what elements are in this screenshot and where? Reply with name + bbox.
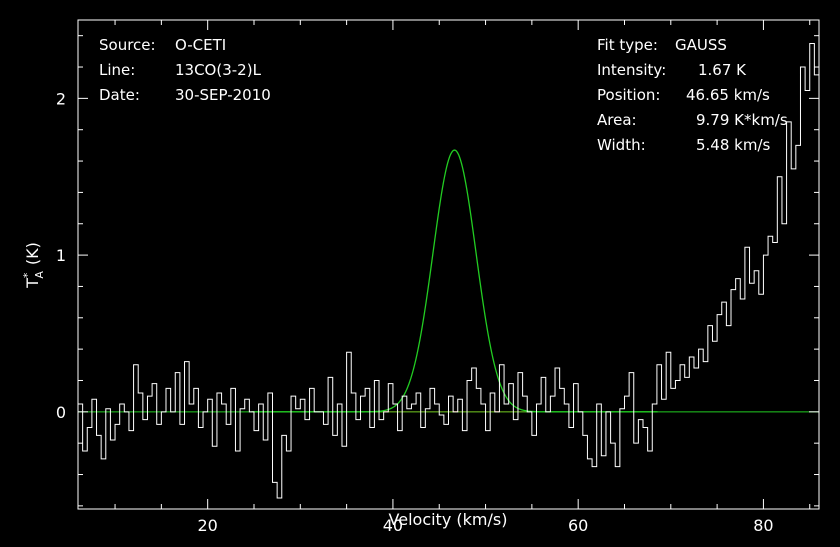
y-axis-label-text: T*A (K) bbox=[21, 242, 46, 289]
y-tick-label: 0 bbox=[56, 403, 66, 422]
source-value: O-CETI bbox=[175, 36, 226, 54]
y-axis-label-subscript: A bbox=[33, 271, 46, 279]
y-axis-label-unit: (K) bbox=[23, 242, 42, 265]
width-label: Width: bbox=[597, 136, 646, 154]
y-axis-label: T*A (K) bbox=[21, 242, 46, 289]
plot-frame bbox=[77, 19, 820, 510]
position-label: Position: bbox=[597, 86, 660, 104]
x-tick-label: 60 bbox=[568, 516, 588, 535]
fit-type-label: Fit type: bbox=[597, 36, 658, 54]
tick-labels: 20 40 60 80 0 1 2 bbox=[56, 89, 774, 535]
x-tick-label: 80 bbox=[753, 516, 773, 535]
intensity-label: Intensity: bbox=[597, 61, 666, 79]
area-value: 9.79 K*km/s bbox=[696, 111, 788, 129]
date-value: 30-SEP-2010 bbox=[175, 86, 271, 104]
tick-marks bbox=[78, 20, 819, 509]
y-axis-label-superscript: * bbox=[21, 272, 34, 278]
info-left: Source: O-CETI Line: 13CO(3-2)L Date: 30… bbox=[99, 36, 271, 104]
width-value: 5.48 km/s bbox=[696, 136, 771, 154]
fit-type-value: GAUSS bbox=[675, 36, 727, 54]
position-value: 46.65 km/s bbox=[686, 86, 770, 104]
source-label: Source: bbox=[99, 36, 156, 54]
y-tick-label: 1 bbox=[56, 246, 66, 265]
y-tick-label: 2 bbox=[56, 89, 66, 108]
line-value: 13CO(3-2)L bbox=[175, 61, 262, 79]
info-right: Fit type: GAUSS Intensity: 1.67 K Positi… bbox=[597, 36, 788, 154]
area-label: Area: bbox=[597, 111, 637, 129]
line-label: Line: bbox=[99, 61, 135, 79]
x-tick-label: 40 bbox=[383, 516, 403, 535]
x-tick-label: 20 bbox=[197, 516, 217, 535]
x-axis-label: Velocity (km/s) bbox=[389, 510, 508, 529]
y-axis-label-symbol: T bbox=[23, 278, 42, 289]
intensity-value: 1.67 K bbox=[698, 61, 747, 79]
date-label: Date: bbox=[99, 86, 140, 104]
